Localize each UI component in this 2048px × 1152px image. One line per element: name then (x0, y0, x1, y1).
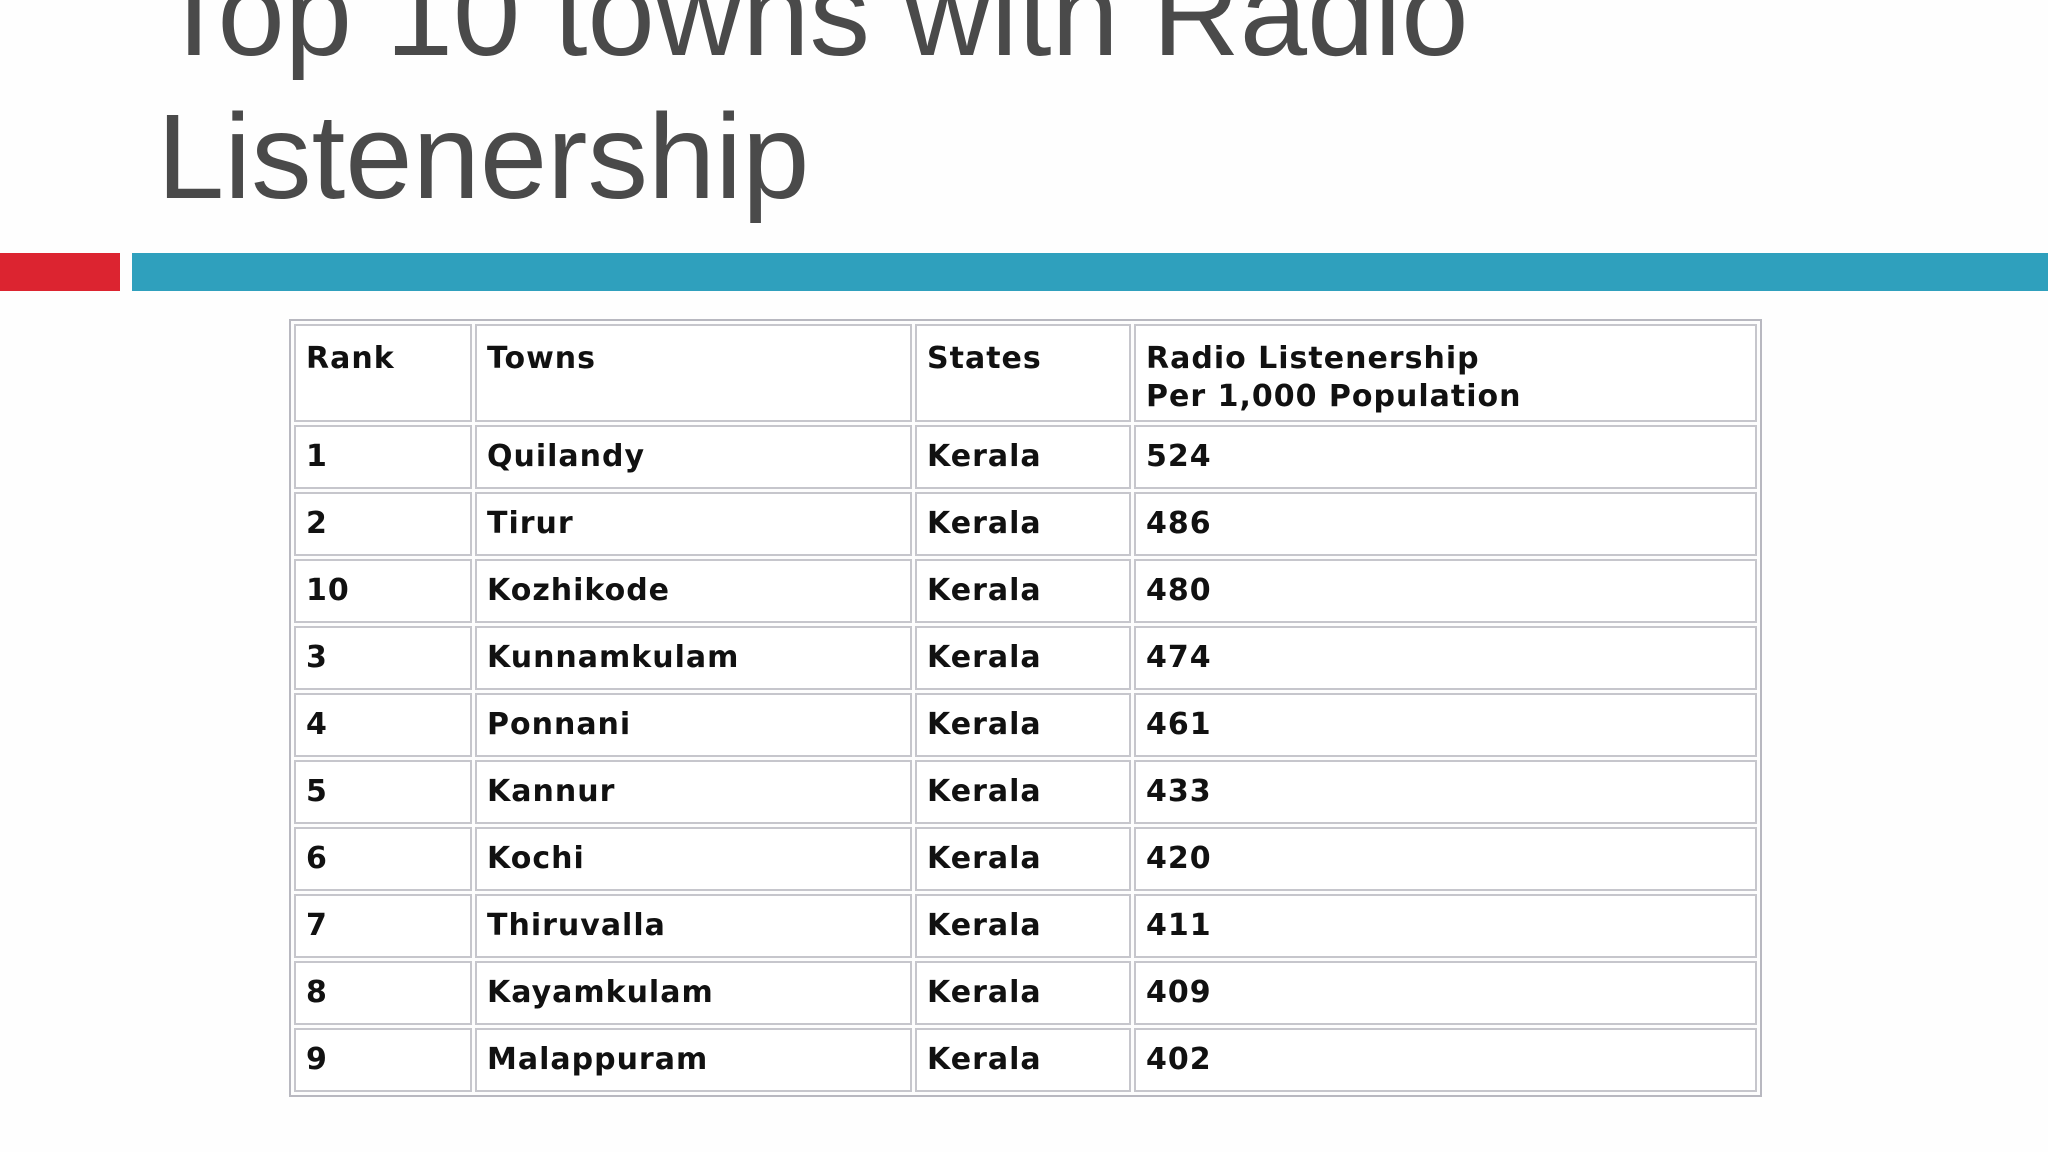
table-row: 8 Kayamkulam Kerala 409 (294, 961, 1757, 1025)
header-listenership-line-1: Radio Listenership (1146, 341, 1480, 376)
listenership-cell: 402 (1134, 1028, 1757, 1092)
town-cell: Kunnamkulam (475, 626, 912, 690)
slide-title-line-2: Listenership (157, 88, 810, 224)
listenership-cell: 524 (1134, 425, 1757, 489)
listenership-cell: 474 (1134, 626, 1757, 690)
rank-cell: 7 (294, 894, 472, 958)
table-row: 5 Kannur Kerala 433 (294, 760, 1757, 824)
table-row: 7 Thiruvalla Kerala 411 (294, 894, 1757, 958)
header-towns: Towns (475, 324, 912, 422)
table-header-row: Rank Towns States Radio Listenership Per… (294, 324, 1757, 422)
state-cell: Kerala (915, 626, 1131, 690)
state-cell: Kerala (915, 693, 1131, 757)
slide-title-line-1: Top 10 towns with Radio (157, 0, 1469, 81)
rank-cell: 6 (294, 827, 472, 891)
rank-cell: 10 (294, 559, 472, 623)
state-cell: Kerala (915, 492, 1131, 556)
state-cell: Kerala (915, 559, 1131, 623)
header-rank: Rank (294, 324, 472, 422)
town-cell: Kozhikode (475, 559, 912, 623)
town-cell: Kochi (475, 827, 912, 891)
rank-cell: 8 (294, 961, 472, 1025)
rank-cell: 3 (294, 626, 472, 690)
table-row: 2 Tirur Kerala 486 (294, 492, 1757, 556)
rank-cell: 1 (294, 425, 472, 489)
table-row: 9 Malappuram Kerala 402 (294, 1028, 1757, 1092)
accent-bar-blue (132, 253, 2048, 291)
town-cell: Kannur (475, 760, 912, 824)
table-row: 1 Quilandy Kerala 524 (294, 425, 1757, 489)
listenership-cell: 461 (1134, 693, 1757, 757)
state-cell: Kerala (915, 894, 1131, 958)
header-listenership: Radio Listenership Per 1,000 Population (1134, 324, 1757, 422)
state-cell: Kerala (915, 961, 1131, 1025)
rank-cell: 2 (294, 492, 472, 556)
state-cell: Kerala (915, 1028, 1131, 1092)
header-listenership-line-2: Per 1,000 Population (1146, 379, 1522, 414)
state-cell: Kerala (915, 827, 1131, 891)
listenership-cell: 411 (1134, 894, 1757, 958)
state-cell: Kerala (915, 425, 1131, 489)
town-cell: Quilandy (475, 425, 912, 489)
town-cell: Thiruvalla (475, 894, 912, 958)
rank-cell: 5 (294, 760, 472, 824)
listenership-cell: 433 (1134, 760, 1757, 824)
slide-title: Top 10 towns with Radio Listenership (157, 0, 1757, 228)
rank-cell: 9 (294, 1028, 472, 1092)
town-cell: Malappuram (475, 1028, 912, 1092)
town-cell: Ponnani (475, 693, 912, 757)
listenership-cell: 420 (1134, 827, 1757, 891)
table-row: 10 Kozhikode Kerala 480 (294, 559, 1757, 623)
table-body: 1 Quilandy Kerala 524 2 Tirur Kerala 486 10 Kozhi… (294, 425, 1757, 1092)
listenership-cell: 486 (1134, 492, 1757, 556)
state-cell: Kerala (915, 760, 1131, 824)
listenership-cell: 409 (1134, 961, 1757, 1025)
town-cell: Kayamkulam (475, 961, 912, 1025)
radio-listenership-table: Rank Towns States Radio Listenership Per… (289, 319, 1762, 1097)
table-row: 6 Kochi Kerala 420 (294, 827, 1757, 891)
listenership-cell: 480 (1134, 559, 1757, 623)
rank-cell: 4 (294, 693, 472, 757)
table-row: 3 Kunnamkulam Kerala 474 (294, 626, 1757, 690)
header-states: States (915, 324, 1131, 422)
accent-bar-red (0, 253, 120, 291)
table-header: Rank Towns States Radio Listenership Per… (294, 324, 1757, 422)
town-cell: Tirur (475, 492, 912, 556)
table-row: 4 Ponnani Kerala 461 (294, 693, 1757, 757)
